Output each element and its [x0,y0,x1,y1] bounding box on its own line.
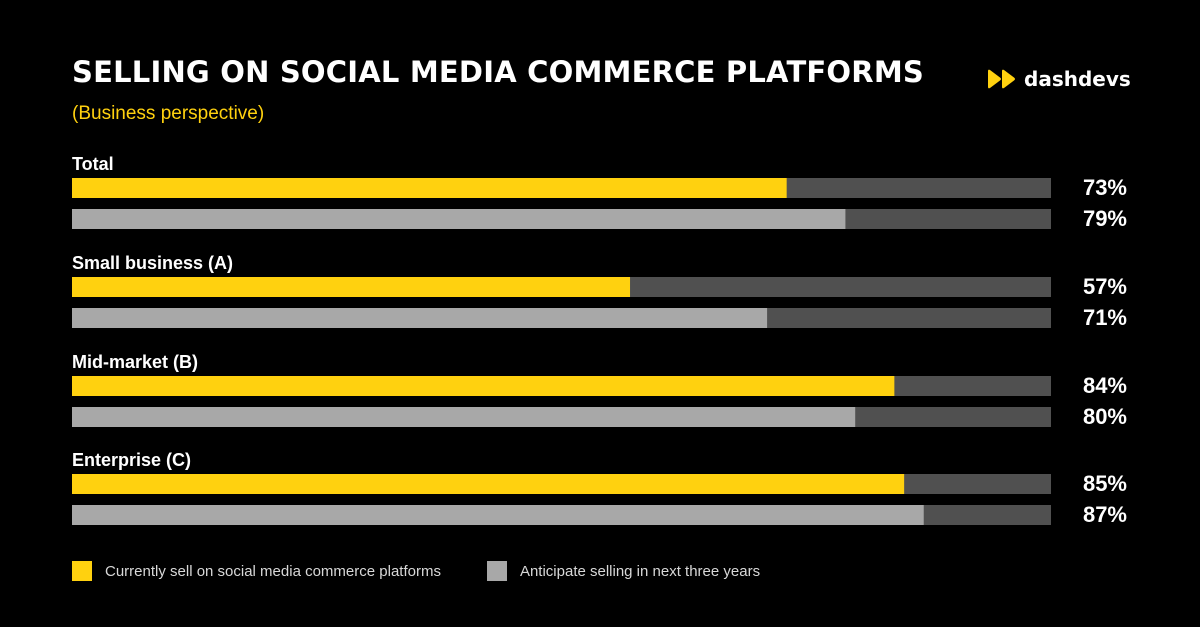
bar-chart: Total 73% 79% Small business (A) 57% 71% Mid-m… [0,0,1200,627]
data-label: 71% [1083,305,1127,330]
bar-anticipate [72,308,767,328]
bar-anticipate [72,209,845,229]
bar-current [72,178,787,198]
data-label: 80% [1083,404,1127,429]
bar-anticipate [72,407,855,427]
legend-swatch-current [72,561,92,581]
bar-current [72,376,894,396]
bar-current [72,277,630,297]
data-label: 73% [1083,175,1127,200]
data-label: 87% [1083,502,1127,527]
legend-swatch-anticipate [487,561,507,581]
chart-legend: Currently sell on social media commerce … [72,561,806,581]
data-label: 85% [1083,471,1127,496]
data-label: 79% [1083,206,1127,231]
category-label: Total [72,154,114,174]
category-label: Enterprise (C) [72,450,191,470]
bar-current [72,474,904,494]
legend-item-current: Currently sell on social media commerce … [72,561,441,581]
legend-item-anticipate: Anticipate selling in next three years [487,561,760,581]
legend-label-current: Currently sell on social media commerce … [105,563,441,580]
category-label: Small business (A) [72,253,233,273]
legend-label-anticipate: Anticipate selling in next three years [520,563,760,580]
data-label: 84% [1083,373,1127,398]
category-label: Mid-market (B) [72,352,198,372]
data-label: 57% [1083,274,1127,299]
bar-anticipate [72,505,924,525]
